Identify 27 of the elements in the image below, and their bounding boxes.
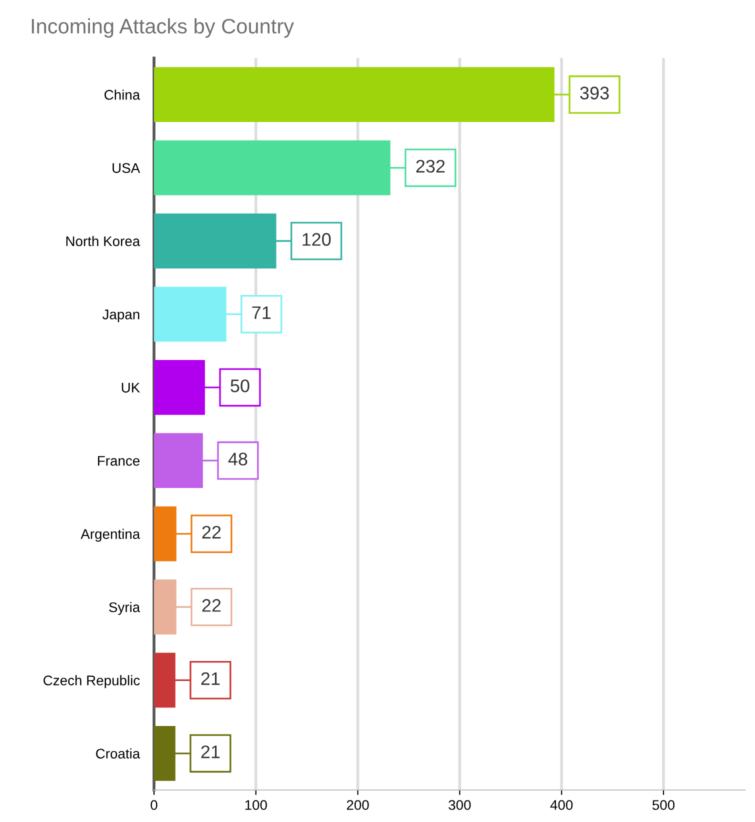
data-label: 22 [202,599,221,612]
y-tick-label: Croatia [96,748,140,759]
x-tick-label: 300 [448,800,471,810]
data-label: 50 [230,379,250,392]
data-label: 22 [202,526,221,538]
y-tick-label: China [104,90,140,100]
y-tick-label: Japan [102,310,140,322]
data-label: 393 [580,86,609,100]
data-label: 48 [228,452,248,466]
data-label: 71 [252,306,271,319]
x-tick-label: 200 [346,800,369,810]
data-label: 21 [201,672,220,685]
y-tick-label: Syria [109,602,140,615]
x-tick-label: 100 [245,800,267,810]
y-tick-label: North Korea [66,236,140,246]
y-tick-label: UK [122,382,140,393]
y-tick-label: USA [112,163,140,173]
x-tick-label: 500 [652,800,675,810]
data-label: 21 [201,745,220,758]
y-tick-label: Czech Republic [44,675,140,688]
chart-title: Incoming Attacks by Country [32,18,294,38]
y-tick-label: France [98,456,140,466]
x-tick-label: 0 [150,800,158,810]
y-tick-label: Argentina [80,528,140,542]
x-tick-label: 400 [550,800,573,810]
data-label: 232 [416,160,445,173]
data-label: 120 [302,233,331,246]
